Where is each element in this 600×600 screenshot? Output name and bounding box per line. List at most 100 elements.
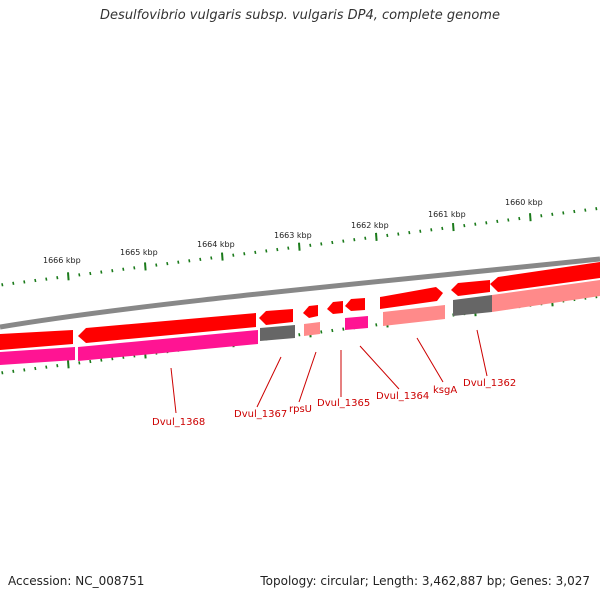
gene-arrow[interactable] <box>0 330 73 350</box>
minor-tick <box>78 273 81 277</box>
minor-tick <box>331 240 334 245</box>
gene-label-dvul-1362[interactable]: Dvul_1362 <box>463 378 516 389</box>
minor-tick <box>496 219 499 224</box>
genome-summary-text: Topology: circular; Length: 3,462,887 bp… <box>260 574 590 588</box>
map-title: Desulfovibrio vulgaris subsp. vulgaris D… <box>100 8 500 23</box>
minor-tick <box>518 216 521 221</box>
minor-tick <box>254 250 257 255</box>
minor-tick <box>100 358 103 362</box>
gene-label-leaders <box>170 329 488 414</box>
feature-block-pink[interactable] <box>492 280 600 312</box>
feature-block-magenta[interactable] <box>345 316 368 330</box>
feature-block-gray[interactable] <box>260 325 295 341</box>
tick-label: 1665 kbp <box>120 248 158 257</box>
minor-tick <box>485 221 488 225</box>
feature-track <box>0 280 600 365</box>
minor-tick <box>320 242 323 246</box>
minor-tick <box>419 229 422 233</box>
minor-tick <box>342 327 345 331</box>
minor-tick <box>34 278 37 283</box>
minor-tick <box>243 252 246 256</box>
position-labels: 1666 kbp 1665 kbp 1664 kbp 1663 kbp 1662… <box>43 198 543 265</box>
tick-label: 1664 kbp <box>197 240 235 249</box>
major-tick <box>221 252 224 261</box>
minor-tick <box>199 257 202 262</box>
minor-tick <box>551 212 554 217</box>
gene-label-dvul-1364[interactable]: Dvul_1364 <box>376 391 429 402</box>
major-tick <box>375 232 378 241</box>
minor-tick <box>89 359 92 364</box>
gene-arrow-ksga[interactable] <box>380 287 443 309</box>
feature-block-pink[interactable] <box>383 305 445 326</box>
minor-tick <box>364 236 367 240</box>
feature-block-magenta[interactable] <box>0 347 75 365</box>
minor-tick <box>287 246 290 250</box>
minor-tick <box>45 277 48 281</box>
major-tick <box>144 262 147 271</box>
minor-tick <box>573 209 576 214</box>
minor-tick <box>122 267 125 271</box>
minor-tick <box>309 243 312 247</box>
minor-tick <box>584 208 587 212</box>
minor-tick <box>34 366 37 371</box>
gene-arrow-dvul-1367[interactable] <box>259 309 293 325</box>
minor-tick <box>78 361 81 365</box>
tick-label: 1660 kbp <box>505 198 543 207</box>
gene-arrow-dvul-1364[interactable] <box>345 298 365 311</box>
minor-tick <box>1 371 4 375</box>
minor-tick <box>12 369 15 373</box>
gene-label-dvul-1368[interactable]: Dvul_1368 <box>152 417 205 428</box>
minor-tick <box>430 228 433 232</box>
minor-tick <box>188 259 191 263</box>
feature-block-magenta[interactable] <box>78 330 258 361</box>
tick-label: 1666 kbp <box>43 256 81 265</box>
minor-tick <box>375 323 378 327</box>
major-tick <box>452 222 455 232</box>
gene-arrow-rpsu[interactable] <box>303 305 318 318</box>
gene-arrow-dvul-1368[interactable] <box>78 313 256 343</box>
minor-tick <box>353 238 356 242</box>
major-tick <box>529 213 532 222</box>
gene-arrow-dvul-1362[interactable] <box>451 280 490 296</box>
feature-block-gray[interactable] <box>453 295 492 316</box>
gene-labels: Dvul_1368 Dvul_1367 rpsU Dvul_1365 Dvul_… <box>152 378 516 428</box>
minor-tick <box>298 333 301 337</box>
gene-label-dvul-1367[interactable]: Dvul_1367 <box>234 409 287 420</box>
minor-tick <box>23 368 26 372</box>
gene-label-dvul-1365[interactable]: Dvul_1365 <box>317 398 370 409</box>
minor-tick <box>89 271 92 276</box>
minor-tick <box>265 249 268 253</box>
outer-tick-track <box>1 207 598 287</box>
tick-label: 1662 kbp <box>351 221 389 230</box>
minor-tick <box>56 364 59 368</box>
minor-tick <box>342 239 345 243</box>
genome-backbone <box>0 256 600 330</box>
gene-arrow[interactable] <box>490 262 600 292</box>
minor-tick <box>12 281 15 285</box>
minor-tick <box>562 211 565 215</box>
minor-tick <box>56 276 59 280</box>
minor-tick <box>408 230 411 235</box>
minor-tick <box>45 365 48 369</box>
minor-tick <box>100 270 103 274</box>
forward-strand-genes <box>0 262 600 350</box>
minor-tick <box>540 214 543 218</box>
minor-tick <box>474 222 477 226</box>
minor-tick <box>23 280 26 284</box>
tick-label: 1663 kbp <box>274 231 312 240</box>
gene-arrow-dvul-1365[interactable] <box>327 301 343 314</box>
gene-label-rpsu[interactable]: rpsU <box>289 404 312 415</box>
minor-tick <box>155 263 158 267</box>
minor-tick <box>386 233 389 238</box>
minor-tick <box>331 328 334 333</box>
gene-label-ksga[interactable]: ksgA <box>433 385 457 396</box>
accession-text: Accession: NC_008751 <box>8 574 145 588</box>
minor-tick <box>1 283 4 287</box>
minor-tick <box>210 256 213 260</box>
feature-block-pink[interactable] <box>304 322 320 336</box>
major-tick <box>67 360 70 369</box>
minor-tick <box>507 218 510 222</box>
major-tick <box>67 272 70 281</box>
